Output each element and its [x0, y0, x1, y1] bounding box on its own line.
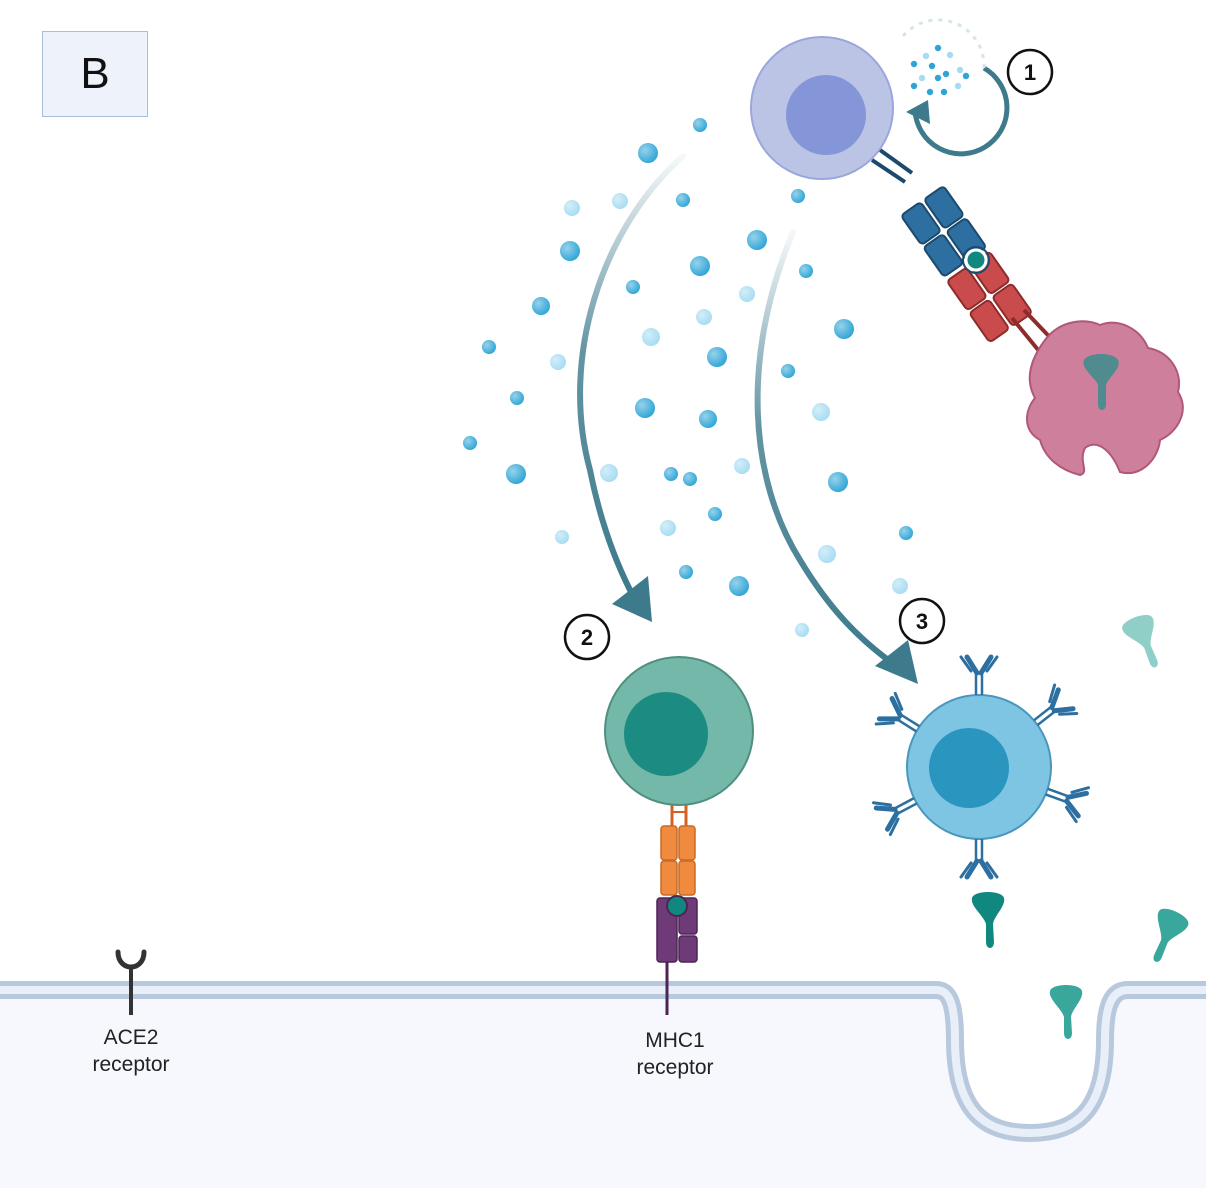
- ace2-receptor-icon: [115, 949, 147, 1015]
- mini-cytokine-dot: [910, 60, 918, 68]
- cytokine-highlight: [708, 507, 722, 521]
- cytokine-highlight: [747, 230, 767, 250]
- cytokine-highlight: [799, 264, 813, 278]
- cytokine-highlight: [660, 520, 676, 536]
- mhc1-label-line1: MHC1: [645, 1029, 705, 1052]
- antibody-icon: [959, 654, 999, 695]
- cytokine-highlight: [739, 286, 755, 302]
- cytokine-highlight: [699, 410, 717, 428]
- mini-cytokine-dot: [954, 82, 962, 90]
- antigen-presenting-cell: [750, 36, 1064, 364]
- apc-nucleus: [786, 75, 866, 155]
- virus-particle: [1026, 320, 1184, 477]
- cytokine-highlight: [463, 436, 477, 450]
- cytokine-highlight: [600, 464, 618, 482]
- antigen-icon: [1153, 908, 1189, 962]
- cytokine-highlight: [510, 391, 524, 405]
- mini-cytokine-dot: [928, 62, 936, 70]
- mini-cytokine-dot: [940, 88, 948, 96]
- cytokine-highlight: [683, 472, 697, 486]
- mini-cytokine-dot: [934, 44, 942, 52]
- ace2-label: ACE2 receptor: [76, 1024, 186, 1078]
- mini-cytokine-dot: [926, 88, 934, 96]
- antibody-icon: [1045, 786, 1091, 824]
- cytokine-highlight: [828, 472, 848, 492]
- step-1-badge: 1: [1006, 48, 1054, 96]
- cytokine-highlight: [729, 576, 749, 596]
- mhc1-label: MHC1 receptor: [620, 1027, 730, 1081]
- cytokine-highlight: [532, 297, 550, 315]
- cytokine-highlight: [679, 565, 693, 579]
- antigen-icon: [1122, 615, 1158, 668]
- arrow-to-t-cell: [577, 153, 686, 622]
- b-cell-nucleus: [929, 728, 1009, 808]
- free-antigens: [1049, 615, 1189, 1039]
- step-2-number: 2: [581, 625, 593, 650]
- cytokine-highlight: [626, 280, 640, 294]
- mini-cytokine-dot: [946, 51, 954, 59]
- cytokine-highlight: [555, 530, 569, 544]
- cytokine-highlight: [795, 623, 809, 637]
- cytokine-highlight: [676, 193, 690, 207]
- antibody-icon: [871, 797, 918, 837]
- cytokine-highlight: [707, 347, 727, 367]
- cytokine-highlight: [564, 200, 580, 216]
- cytokine-highlight: [899, 526, 913, 540]
- cytotoxic-t-cell: [604, 656, 754, 1015]
- t-cell-nucleus: [624, 692, 708, 776]
- antigen-icon: [1049, 985, 1083, 1039]
- step-2-badge: 2: [563, 613, 611, 661]
- cytokine-highlight: [635, 398, 655, 418]
- mini-cytokine-dot: [956, 66, 964, 74]
- cytokine-highlight: [834, 319, 854, 339]
- step-3-badge: 3: [898, 597, 946, 645]
- step-3-number: 3: [916, 609, 928, 634]
- panel-label: B: [42, 31, 148, 117]
- cytokine-highlight: [690, 256, 710, 276]
- cell-interior: [0, 994, 1206, 1188]
- arrow-to-b-cell: [754, 229, 918, 684]
- cytokine-highlight: [560, 241, 580, 261]
- cytokine-highlight: [812, 403, 830, 421]
- mini-cytokine-dot: [942, 70, 950, 78]
- host-cell-membrane: [0, 981, 1206, 1188]
- mini-cytokine-dot: [910, 82, 918, 90]
- mhc1-label-line2: receptor: [636, 1056, 714, 1079]
- cytokine-highlight: [734, 458, 750, 474]
- cytokine-highlight: [781, 364, 795, 378]
- ace2-label-line1: ACE2: [103, 1026, 159, 1049]
- cytokine-highlight: [482, 340, 496, 354]
- b-cell: [871, 654, 1091, 948]
- cytokine-highlight: [642, 328, 660, 346]
- cytokine-release-cycle-icon: [898, 18, 1010, 157]
- mini-cytokine-dot: [922, 52, 930, 60]
- cytokine-highlight: [550, 354, 566, 370]
- antibody-icon: [1033, 683, 1079, 727]
- mini-cytokine-dot: [934, 74, 942, 82]
- cytokine-cloud: [463, 118, 913, 637]
- peptide-antigen-icon: [964, 248, 988, 272]
- cytokine-highlight: [506, 464, 526, 484]
- cytokine-highlight: [791, 189, 805, 203]
- membrane-inner: [0, 986, 1206, 1138]
- cytokine-highlight: [612, 193, 628, 209]
- cytokine-highlight: [693, 118, 707, 132]
- step-1-number: 1: [1024, 60, 1036, 85]
- mini-cytokine-dot: [918, 74, 926, 82]
- antibody-icon: [959, 839, 999, 880]
- ace2-label-line2: receptor: [92, 1053, 170, 1076]
- cytokine-highlight: [664, 467, 678, 481]
- cytokine-highlight: [892, 578, 908, 594]
- mini-cytokine-dot: [962, 72, 970, 80]
- cytokine-highlight: [818, 545, 836, 563]
- cytokine-highlight: [696, 309, 712, 325]
- antibody-icon: [874, 691, 921, 733]
- virus-antigen-icon: [1083, 354, 1119, 410]
- bound-antigen-icon: [971, 892, 1005, 948]
- cytokine-highlight: [638, 143, 658, 163]
